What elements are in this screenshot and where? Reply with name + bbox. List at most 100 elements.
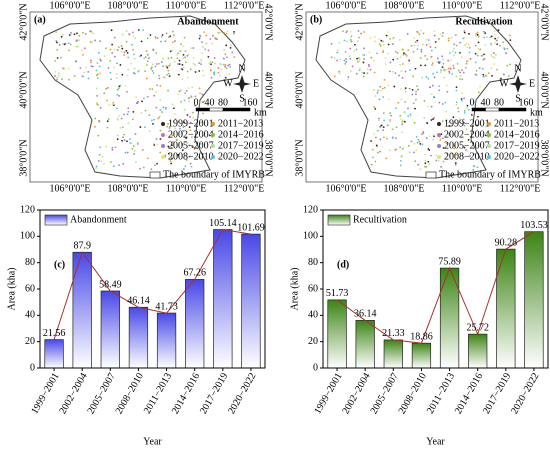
map-pixel	[194, 95, 197, 98]
map-pixel	[441, 66, 444, 69]
map-pixel	[454, 162, 457, 164]
map-pixel	[386, 137, 388, 140]
map-pixel	[99, 106, 102, 109]
map-pixel	[144, 109, 147, 112]
map-pixel	[449, 51, 451, 54]
value-label: 58.49	[99, 279, 122, 290]
scale-label: 0	[194, 97, 199, 108]
bar	[383, 339, 403, 369]
map-pixel	[336, 59, 338, 62]
legend-label: Abandonment	[70, 214, 127, 225]
map-pixel	[447, 59, 450, 62]
map-pixel	[126, 151, 129, 154]
map-pixel	[388, 149, 391, 152]
map-pixel	[58, 44, 61, 46]
map-pixel	[181, 64, 184, 66]
lon-tick-label: 108°0'0"E	[108, 0, 149, 11]
map-pixel	[497, 36, 500, 39]
map-pixel	[138, 69, 141, 72]
map-pixel	[427, 160, 430, 163]
bar	[44, 339, 64, 369]
map-pixel	[508, 34, 511, 37]
map-pixel	[213, 71, 216, 74]
map-pixel	[198, 156, 200, 158]
map-pixel	[404, 90, 407, 93]
map-pixel	[198, 157, 201, 160]
map-pixel	[463, 121, 465, 124]
map-pixel	[203, 100, 206, 103]
map-pixel	[424, 159, 427, 162]
map-pixel	[192, 111, 194, 114]
map-pixel	[129, 138, 131, 141]
map-pixel	[150, 67, 153, 70]
map-pixel	[155, 91, 158, 93]
map-pixel	[467, 108, 470, 111]
map-pixel	[122, 162, 125, 165]
map-pixel	[374, 107, 377, 110]
map-pixel	[404, 87, 407, 90]
legend-label: 2020−2022	[218, 151, 264, 162]
map-pixel	[410, 140, 413, 143]
x-tick-label: 2005−2007	[369, 371, 401, 416]
map-pixel	[494, 53, 497, 56]
map-pixel	[393, 85, 396, 88]
map-pixel	[155, 137, 158, 140]
map-pixel	[461, 78, 464, 81]
map-pixel	[408, 151, 411, 154]
map-pixel	[466, 107, 469, 109]
map-pixel	[189, 115, 191, 118]
map-pixel	[204, 48, 207, 51]
map-pixel	[399, 56, 402, 59]
map-pixel	[330, 43, 333, 45]
map-pixel	[481, 67, 484, 70]
map-pixel	[383, 86, 386, 89]
map-pixel	[442, 62, 445, 65]
map-pixel	[389, 61, 392, 64]
map-pixel	[435, 159, 438, 162]
map-pixel	[116, 138, 119, 141]
map-pixel	[181, 78, 184, 80]
legend-label: 2002−2004	[444, 129, 490, 140]
bar	[213, 229, 233, 369]
map-pixel	[63, 67, 66, 70]
compass-label: S	[239, 93, 245, 104]
x-tick-label: 2011−2013	[425, 371, 457, 416]
map-pixel	[448, 134, 451, 136]
map-pixel	[189, 129, 192, 132]
map-pixel	[400, 155, 403, 158]
map-pixel	[371, 148, 374, 151]
map-pixel	[409, 113, 412, 116]
map-pixel	[197, 140, 199, 143]
map-pixel	[388, 98, 390, 101]
legend-swatch	[327, 214, 351, 226]
map-pixel	[382, 43, 385, 46]
map-pixel	[194, 122, 196, 125]
map-pixel	[443, 68, 446, 71]
map-pixel	[165, 32, 168, 35]
map-pixel	[229, 46, 232, 49]
map-pixel	[477, 115, 479, 118]
map-pixel	[95, 167, 97, 170]
map-pixel	[389, 120, 392, 123]
map-pixel	[415, 90, 417, 93]
map-pixel	[446, 90, 449, 93]
map-pixel	[63, 43, 66, 46]
map-pixel	[133, 67, 136, 70]
map-pixel	[413, 151, 415, 154]
map-pixel	[99, 58, 102, 61]
map-pixel	[407, 49, 410, 52]
map-pixel	[456, 63, 459, 65]
map-pixel	[183, 121, 185, 124]
map-pixel	[363, 58, 365, 60]
lon-tick-label: 112°0'0"E	[224, 183, 265, 194]
map-pixel	[134, 149, 136, 152]
legend-label: 2017−2019	[218, 140, 264, 151]
map-pixel	[385, 34, 388, 37]
map-pixel	[468, 51, 471, 54]
map-pixel	[419, 142, 422, 145]
map-pixel	[478, 67, 481, 70]
map-pixel	[137, 100, 140, 103]
map-pixel	[384, 56, 387, 59]
map-pixel	[166, 125, 169, 128]
map-pixel	[190, 96, 193, 98]
